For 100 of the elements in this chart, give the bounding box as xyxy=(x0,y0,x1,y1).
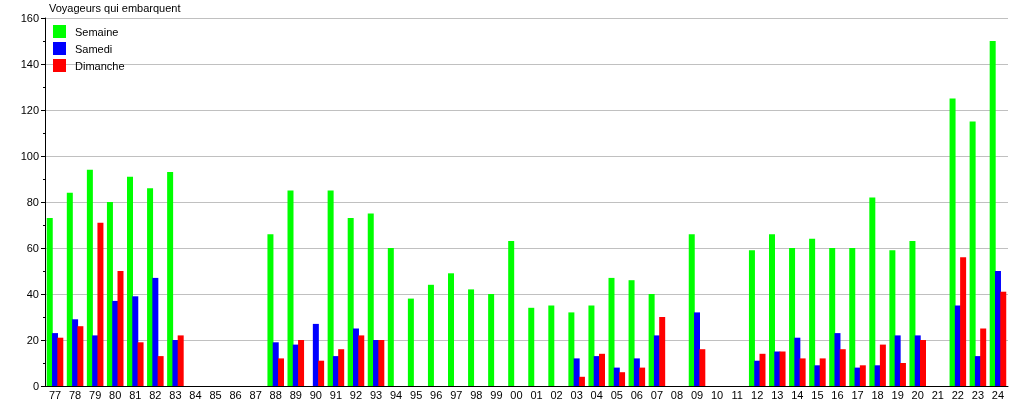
x-tick-label: 17 xyxy=(851,388,864,400)
bar xyxy=(588,305,595,386)
bar xyxy=(172,340,179,386)
x-tick-label: 96 xyxy=(430,388,443,400)
x-tick-label: 88 xyxy=(269,388,282,400)
bar xyxy=(327,190,334,386)
x-tick-label: 87 xyxy=(249,388,262,400)
bar xyxy=(46,218,53,386)
x-tick-label: 13 xyxy=(771,388,784,400)
bar xyxy=(86,169,93,386)
bar xyxy=(508,241,515,386)
bar xyxy=(960,257,967,386)
bar xyxy=(132,296,139,386)
bar xyxy=(267,234,274,386)
x-tick-label: 83 xyxy=(169,388,182,400)
bar xyxy=(759,353,766,386)
bar xyxy=(177,335,184,386)
x-tick-label: 77 xyxy=(48,388,62,400)
x-tick-label: 15 xyxy=(811,388,824,400)
y-tick-label: 60 xyxy=(26,242,39,254)
y-tick-label: 80 xyxy=(26,196,39,208)
x-tick-label: 10 xyxy=(710,388,724,400)
x-tick-label: 02 xyxy=(550,388,563,400)
bar xyxy=(57,337,64,386)
bar xyxy=(278,358,284,386)
x-tick-label: 23 xyxy=(971,388,985,400)
x-tick-label: 03 xyxy=(570,388,583,400)
y-tick-label: 160 xyxy=(20,12,39,24)
y-tick-label: 20 xyxy=(26,334,39,346)
x-tick-label: 01 xyxy=(530,388,543,400)
bar xyxy=(859,365,866,386)
x-tick-label: 97 xyxy=(450,388,463,400)
y-tick-label: 40 xyxy=(26,288,39,300)
bar xyxy=(659,317,666,386)
legend-label: Samedi xyxy=(75,42,113,55)
x-tick-label: 21 xyxy=(931,388,944,400)
bar xyxy=(894,335,901,386)
bar xyxy=(358,335,365,386)
bar xyxy=(909,241,916,386)
x-tick-label: 94 xyxy=(389,388,403,400)
x-tick-label: 98 xyxy=(470,388,483,400)
bar xyxy=(97,222,104,386)
bar xyxy=(338,349,345,386)
bar xyxy=(147,188,154,386)
bar xyxy=(568,312,575,386)
x-tick-label: 19 xyxy=(891,388,904,400)
bar xyxy=(769,234,775,386)
x-tick-label: 92 xyxy=(349,388,363,400)
bar xyxy=(799,358,806,386)
x-tick-label: 79 xyxy=(89,388,102,400)
y-axis-title: Voyageurs qui embarquent xyxy=(49,1,181,14)
bar xyxy=(779,351,786,386)
bar xyxy=(794,337,801,386)
x-tick-label: 20 xyxy=(911,388,924,400)
bar xyxy=(77,326,84,386)
x-tick-label: 82 xyxy=(149,388,162,400)
bar xyxy=(748,250,755,386)
bar xyxy=(839,349,846,386)
bar xyxy=(298,340,305,386)
bar xyxy=(949,98,956,386)
bar xyxy=(599,353,605,386)
x-tick-label: 99 xyxy=(490,388,503,400)
x-tick-label: 18 xyxy=(871,388,884,400)
bar xyxy=(66,192,73,386)
bar xyxy=(608,277,615,386)
x-tick-label: 80 xyxy=(109,388,122,400)
bar xyxy=(548,305,555,386)
bar xyxy=(318,360,325,386)
x-tick-label: 08 xyxy=(670,388,684,400)
bar xyxy=(694,312,701,386)
bar xyxy=(814,365,821,386)
bar xyxy=(127,176,133,386)
bar xyxy=(528,307,535,386)
x-tick-label: 22 xyxy=(951,388,964,400)
bar xyxy=(407,298,414,386)
x-tick-label: 81 xyxy=(129,388,142,400)
y-tick-label: 100 xyxy=(20,150,39,162)
x-tick-label: 06 xyxy=(630,388,643,400)
y-tick-label: 120 xyxy=(20,104,39,116)
bar xyxy=(879,344,886,386)
bar xyxy=(1000,291,1007,386)
bar xyxy=(427,284,434,386)
legend-label: Dimanche xyxy=(75,59,125,72)
bar xyxy=(849,248,856,386)
bar xyxy=(272,342,279,386)
bar xyxy=(834,333,841,386)
x-tick-label: 11 xyxy=(731,388,743,400)
x-tick-label: 89 xyxy=(289,388,302,400)
bar xyxy=(312,323,319,386)
x-tick-label: 24 xyxy=(991,388,1005,400)
x-tick-label: 12 xyxy=(751,388,764,400)
x-tick-label: 84 xyxy=(189,388,202,400)
y-tick-label: 0 xyxy=(32,380,39,392)
x-tick-label: 04 xyxy=(590,388,603,400)
bar xyxy=(367,213,374,386)
bar xyxy=(578,376,585,386)
bar xyxy=(167,172,174,386)
x-tick-label: 09 xyxy=(690,388,704,400)
y-tick-label: 140 xyxy=(20,58,39,70)
bar xyxy=(448,273,454,386)
